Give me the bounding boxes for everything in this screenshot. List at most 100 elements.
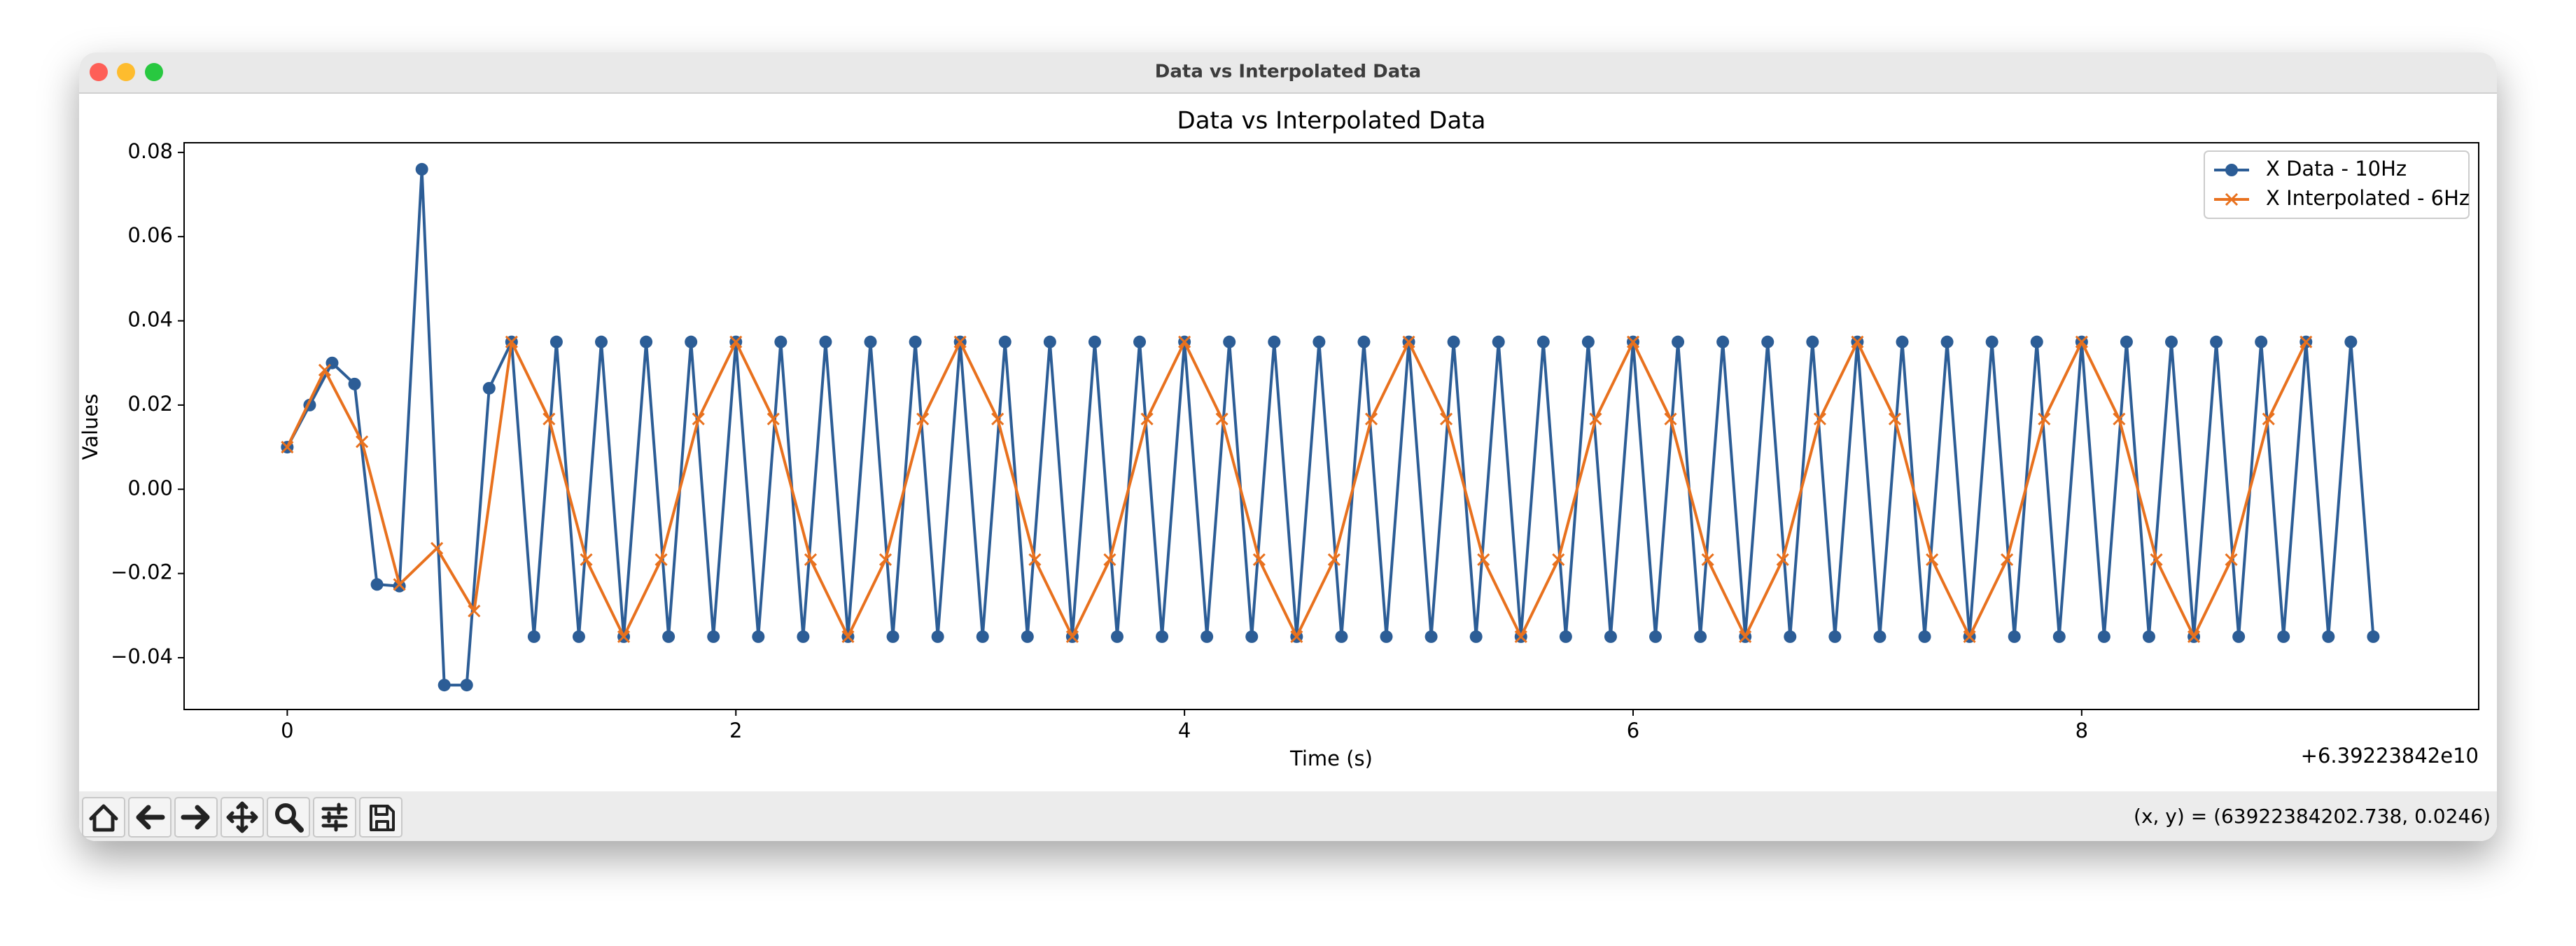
marker bbox=[1896, 335, 1909, 348]
marker bbox=[1133, 335, 1147, 348]
marker bbox=[1088, 335, 1101, 348]
marker bbox=[572, 630, 585, 643]
marker bbox=[1626, 335, 1640, 348]
configure-icon bbox=[321, 803, 348, 832]
marker bbox=[2113, 412, 2126, 425]
legend-label: X Data - 10Hz bbox=[2266, 157, 2407, 181]
zoom-icon bbox=[275, 803, 296, 824]
marker bbox=[1940, 335, 1954, 348]
marker bbox=[1716, 335, 1730, 348]
marker bbox=[1581, 335, 1595, 348]
marker bbox=[281, 441, 294, 454]
marker bbox=[1477, 553, 1490, 566]
marker bbox=[542, 412, 556, 425]
marker bbox=[318, 363, 331, 377]
marker bbox=[1926, 553, 1939, 566]
marker bbox=[527, 630, 540, 643]
plot-frame bbox=[183, 142, 2479, 710]
marker bbox=[2165, 335, 2178, 348]
back-icon bbox=[136, 805, 165, 830]
save-icon bbox=[370, 805, 395, 831]
chart: Data vs Interpolated Data Time (s) Value… bbox=[78, 107, 2479, 770]
y-tick-label: 0.00 bbox=[127, 476, 173, 500]
marker bbox=[348, 377, 361, 390]
marker bbox=[1335, 630, 1348, 643]
y-tick-label: 0.04 bbox=[127, 308, 173, 332]
marker bbox=[1672, 335, 1685, 348]
marker bbox=[752, 630, 765, 643]
marker bbox=[886, 630, 899, 643]
zoom-icon-handle bbox=[289, 817, 304, 833]
legend: X Data - 10Hz X Interpolated - 6Hz bbox=[2204, 150, 2470, 219]
marker bbox=[1424, 630, 1438, 643]
home-icon bbox=[89, 804, 118, 832]
marker bbox=[356, 435, 369, 449]
marker bbox=[468, 605, 481, 618]
marker bbox=[2008, 630, 2021, 643]
marker bbox=[1065, 630, 1079, 643]
marker bbox=[1776, 553, 1789, 566]
marker bbox=[692, 412, 705, 425]
marker bbox=[707, 630, 720, 643]
marker bbox=[2255, 335, 2268, 348]
marker bbox=[976, 630, 989, 643]
marker bbox=[1380, 630, 1393, 643]
marker bbox=[1559, 630, 1572, 643]
marker bbox=[2001, 553, 2014, 566]
marker bbox=[1918, 630, 1931, 643]
marker bbox=[505, 335, 518, 348]
marker bbox=[1784, 630, 1797, 643]
marker bbox=[766, 412, 780, 425]
marker bbox=[1739, 630, 1752, 643]
marker bbox=[878, 553, 892, 566]
chart-title: Data vs Interpolated Data bbox=[1177, 107, 1486, 135]
marker bbox=[931, 630, 944, 643]
marker bbox=[1178, 335, 1191, 348]
minimize-button[interactable] bbox=[117, 63, 135, 81]
marker bbox=[1357, 335, 1371, 348]
y-tick-label: 0.08 bbox=[127, 139, 173, 163]
marker bbox=[1536, 335, 1550, 348]
marker bbox=[1252, 553, 1266, 566]
marker bbox=[1604, 630, 1617, 643]
y-tick-label: −0.04 bbox=[111, 644, 173, 668]
marker bbox=[430, 542, 444, 555]
marker bbox=[953, 335, 967, 348]
close-button[interactable] bbox=[90, 63, 108, 81]
marker bbox=[370, 578, 384, 591]
marker bbox=[415, 162, 428, 176]
marker bbox=[1290, 630, 1303, 643]
marker bbox=[1312, 335, 1326, 348]
zoom-button[interactable] bbox=[145, 63, 163, 81]
marker bbox=[2075, 335, 2088, 348]
marker bbox=[1402, 335, 1415, 348]
marker bbox=[640, 335, 653, 348]
marker bbox=[2322, 630, 2335, 643]
marker bbox=[1514, 630, 1527, 643]
marker bbox=[1268, 335, 1281, 348]
marker bbox=[2225, 553, 2238, 566]
y-axis-label: Values bbox=[78, 394, 102, 460]
x-tick-label: 8 bbox=[2076, 719, 2088, 742]
status-text: (x, y) = (63922384202.738, 0.0246) bbox=[2134, 805, 2491, 828]
marker bbox=[2120, 335, 2133, 348]
marker bbox=[2277, 630, 2290, 643]
marker bbox=[2052, 630, 2066, 643]
marker bbox=[1492, 335, 1505, 348]
pan-icon bbox=[226, 801, 258, 833]
marker bbox=[1110, 630, 1124, 643]
x-tick-label: 0 bbox=[281, 719, 293, 742]
marker bbox=[685, 335, 698, 348]
x-tick-label: 6 bbox=[1627, 719, 1639, 742]
forward-icon bbox=[181, 805, 210, 830]
marker bbox=[1649, 630, 1662, 643]
marker bbox=[864, 335, 877, 348]
marker bbox=[819, 335, 832, 348]
marker bbox=[1963, 630, 1976, 643]
title-bar bbox=[79, 52, 2497, 93]
x-axis-label: Time (s) bbox=[1289, 747, 1373, 770]
legend-label: X Interpolated - 6Hz bbox=[2266, 186, 2470, 210]
marker bbox=[991, 412, 1004, 425]
